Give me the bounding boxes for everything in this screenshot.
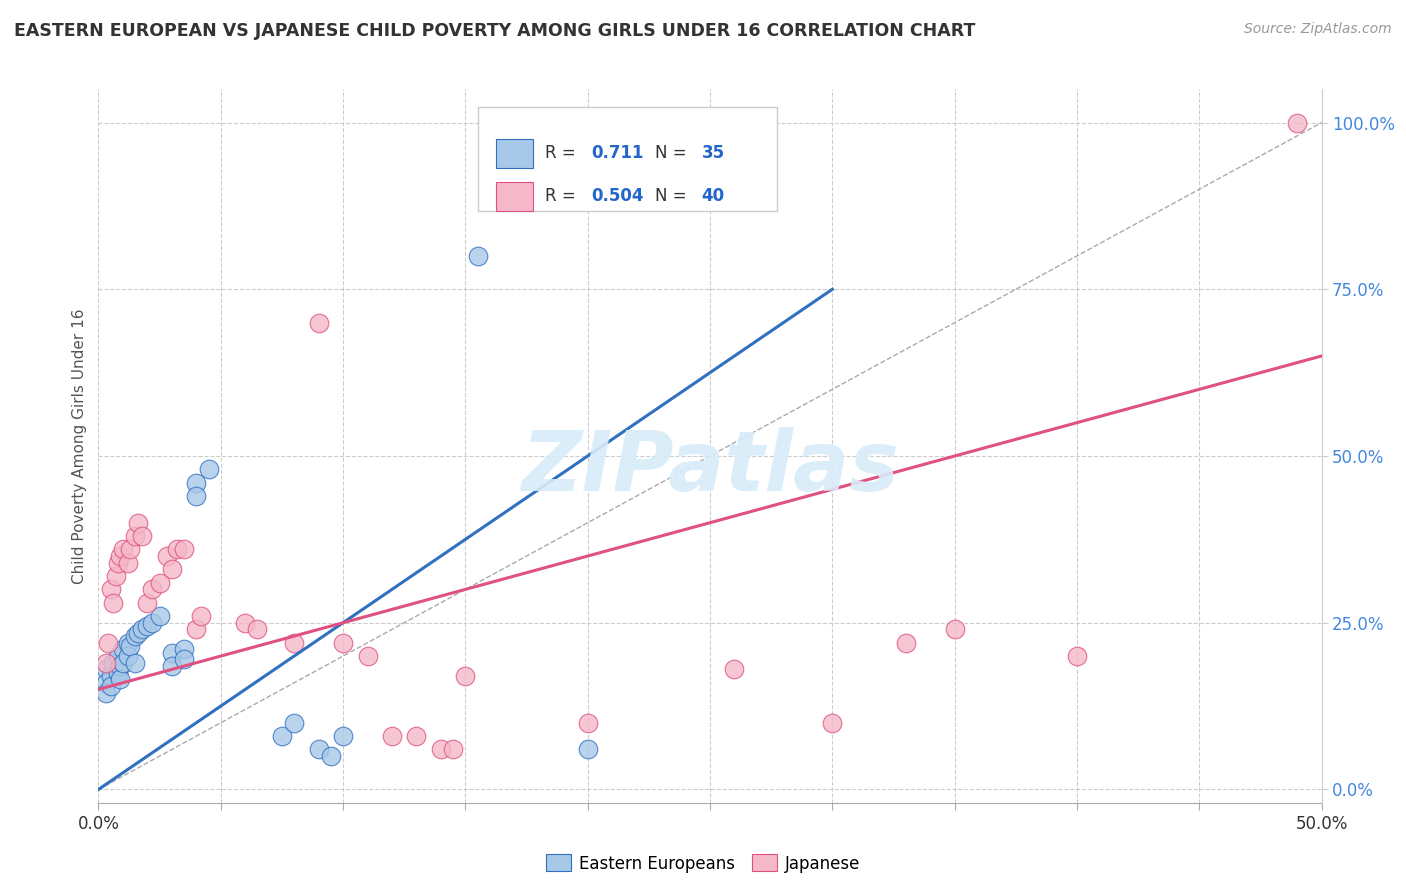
Point [110, 673, 132, 687]
Point [111, 542, 134, 557]
Point [173, 652, 195, 666]
Legend: Eastern Europeans, Japanese: Eastern Europeans, Japanese [538, 847, 868, 880]
Point [441, 742, 464, 756]
Point [186, 489, 208, 503]
Point [576, 715, 599, 730]
Point [430, 742, 453, 756]
Point [97, 636, 120, 650]
Point [127, 516, 149, 530]
Point [821, 715, 844, 730]
Point [111, 642, 134, 657]
Text: EASTERN EUROPEAN VS JAPANESE CHILD POVERTY AMONG GIRLS UNDER 16 CORRELATION CHAR: EASTERN EUROPEAN VS JAPANESE CHILD POVER… [14, 22, 976, 40]
Point [117, 556, 139, 570]
Point [576, 742, 599, 756]
Text: 0.504: 0.504 [592, 187, 644, 205]
Point [94, 686, 117, 700]
Point [124, 656, 146, 670]
Point [190, 609, 212, 624]
Point [104, 569, 127, 583]
Point [467, 249, 489, 263]
Point [319, 749, 342, 764]
FancyBboxPatch shape [496, 182, 533, 211]
Point [186, 623, 208, 637]
Point [107, 649, 129, 664]
Text: N =: N = [655, 187, 692, 205]
Point [156, 549, 179, 563]
Point [166, 542, 188, 557]
Point [94, 675, 117, 690]
FancyBboxPatch shape [496, 139, 533, 168]
Text: 0.711: 0.711 [592, 145, 644, 162]
Point [110, 659, 132, 673]
Point [127, 625, 149, 640]
Text: 35: 35 [702, 145, 724, 162]
Point [332, 636, 354, 650]
Point [100, 679, 122, 693]
Point [120, 639, 142, 653]
Point [454, 669, 477, 683]
Text: Source: ZipAtlas.com: Source: ZipAtlas.com [1244, 22, 1392, 37]
Point [283, 636, 305, 650]
Text: N =: N = [655, 145, 692, 162]
Point [107, 556, 129, 570]
Point [131, 623, 153, 637]
Point [308, 316, 330, 330]
Point [136, 619, 159, 633]
Text: 40: 40 [702, 187, 724, 205]
Point [186, 475, 208, 490]
Point [1286, 115, 1309, 129]
Point [246, 623, 269, 637]
Point [141, 582, 163, 597]
Text: R =: R = [546, 187, 581, 205]
Point [160, 562, 183, 576]
Point [100, 669, 122, 683]
Point [100, 582, 122, 597]
FancyBboxPatch shape [478, 107, 778, 211]
Point [160, 659, 183, 673]
Point [723, 662, 745, 676]
Point [107, 665, 129, 680]
Point [233, 615, 256, 630]
Point [101, 596, 124, 610]
Point [283, 715, 305, 730]
Point [197, 462, 219, 476]
Point [356, 649, 378, 664]
Point [160, 646, 183, 660]
Point [1066, 649, 1088, 664]
Point [173, 642, 195, 657]
Text: ZIPatlas: ZIPatlas [522, 427, 898, 508]
Point [117, 649, 139, 664]
Point [149, 575, 172, 590]
Text: R =: R = [546, 145, 581, 162]
Point [943, 623, 966, 637]
Point [131, 529, 153, 543]
Point [894, 636, 917, 650]
Point [332, 729, 354, 743]
Point [173, 542, 195, 557]
Point [308, 742, 330, 756]
Point [270, 729, 294, 743]
Point [110, 549, 132, 563]
Point [381, 729, 404, 743]
Point [94, 662, 117, 676]
Point [101, 656, 124, 670]
Point [120, 542, 142, 557]
Point [405, 729, 427, 743]
Point [136, 596, 159, 610]
Point [124, 529, 146, 543]
Point [141, 615, 163, 630]
Point [124, 629, 146, 643]
Point [94, 656, 117, 670]
Point [111, 656, 134, 670]
Y-axis label: Child Poverty Among Girls Under 16: Child Poverty Among Girls Under 16 [72, 309, 87, 583]
Point [117, 636, 139, 650]
Point [149, 609, 172, 624]
